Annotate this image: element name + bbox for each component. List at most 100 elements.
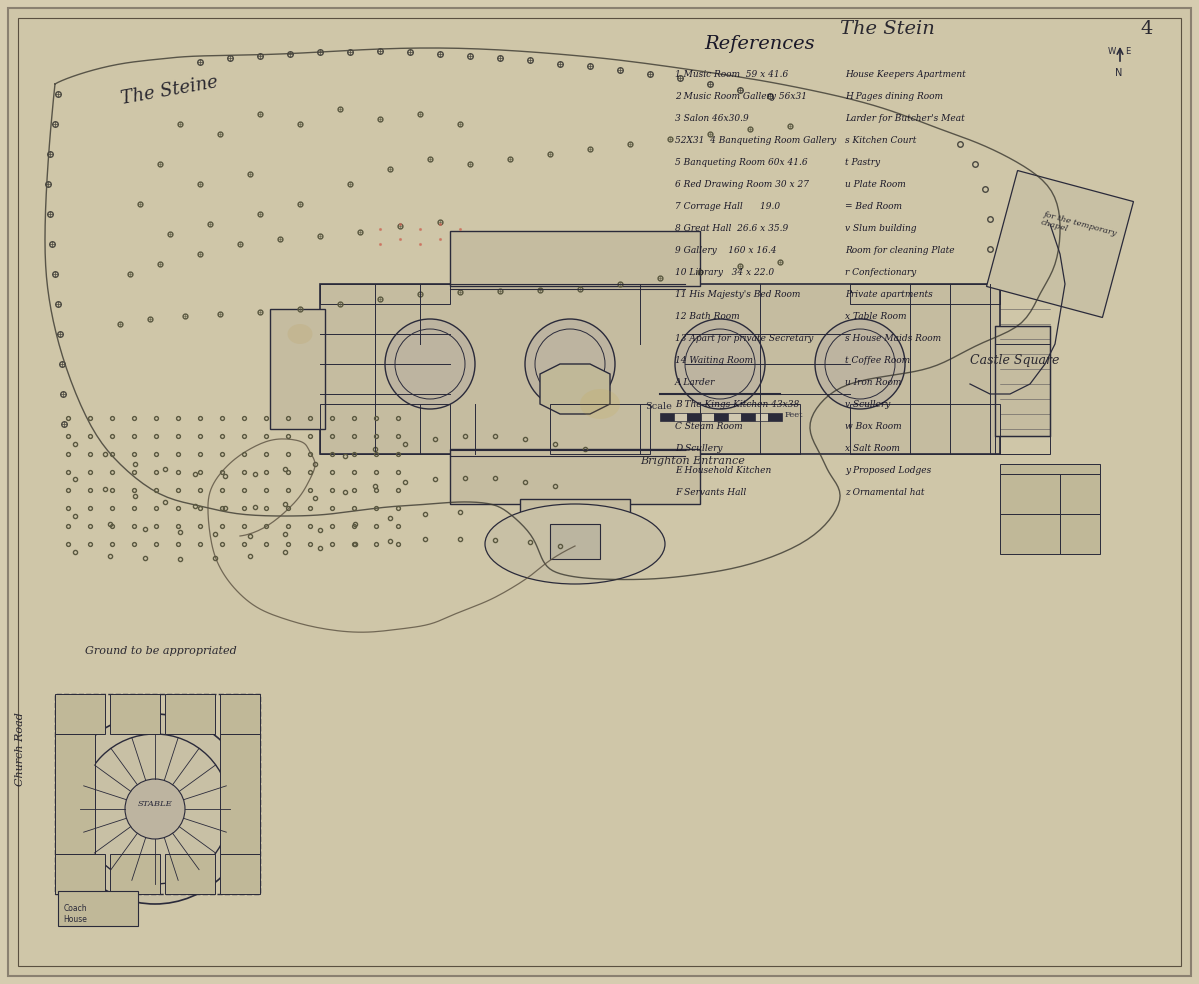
Circle shape	[60, 714, 251, 904]
Text: Castle Square: Castle Square	[970, 354, 1060, 367]
Bar	[110, 694, 159, 734]
Bar	[995, 326, 1050, 436]
Text: Room for cleaning Plate: Room for cleaning Plate	[845, 246, 954, 255]
Text: Ground to be appropriated: Ground to be appropriated	[85, 646, 236, 656]
Bar	[700, 404, 800, 454]
Text: N: N	[1115, 68, 1122, 78]
Bar	[1060, 514, 1099, 554]
Bar	[741, 413, 754, 421]
Bar	[165, 854, 215, 894]
Bar	[995, 344, 1050, 454]
Text: 9 Gallery    160 x 16.4: 9 Gallery 160 x 16.4	[675, 246, 777, 255]
Bar	[754, 413, 769, 421]
Bar	[270, 309, 325, 429]
Text: 8 Great Hall  26.6 x 35.9: 8 Great Hall 26.6 x 35.9	[675, 224, 788, 233]
Bar	[550, 524, 600, 559]
Text: t Pastry: t Pastry	[845, 158, 880, 167]
Text: F Servants Hall: F Servants Hall	[675, 488, 746, 497]
Bar	[219, 854, 260, 894]
Bar	[165, 694, 215, 734]
Bar	[450, 231, 700, 286]
Bar	[713, 413, 728, 421]
Text: 14 Waiting Room: 14 Waiting Room	[675, 356, 753, 365]
Bar	[700, 413, 713, 421]
Text: STABLE: STABLE	[138, 800, 173, 808]
Circle shape	[675, 319, 765, 409]
Text: t Coffee Room: t Coffee Room	[845, 356, 910, 365]
Bar	[1060, 474, 1099, 514]
Text: House Keepers Apartment: House Keepers Apartment	[845, 70, 965, 79]
Polygon shape	[540, 364, 610, 414]
Bar	[520, 499, 629, 544]
Text: x Salt Room: x Salt Room	[845, 444, 900, 453]
Bar	[769, 413, 782, 421]
Text: z Ornamental hat: z Ornamental hat	[845, 488, 924, 497]
Text: D Scullery: D Scullery	[675, 444, 723, 453]
Ellipse shape	[288, 324, 313, 344]
Text: H Pages dining Room: H Pages dining Room	[845, 92, 942, 101]
Bar	[219, 694, 260, 734]
Text: 6 Red Drawing Room 30 x 27: 6 Red Drawing Room 30 x 27	[675, 180, 809, 189]
Text: r Confectionary: r Confectionary	[845, 268, 916, 277]
Text: y Proposed Lodges: y Proposed Lodges	[845, 466, 932, 475]
Bar	[55, 694, 260, 894]
Text: C Steam Room: C Steam Room	[675, 422, 742, 431]
Text: u Plate Room: u Plate Room	[845, 180, 905, 189]
Text: A Larder: A Larder	[675, 378, 716, 387]
Text: s House Maids Room: s House Maids Room	[845, 334, 941, 343]
Text: Feet: Feet	[785, 411, 803, 419]
Text: E: E	[1125, 47, 1131, 56]
Ellipse shape	[486, 504, 665, 584]
Bar	[450, 449, 700, 504]
Text: Coach
House: Coach House	[64, 904, 88, 924]
Circle shape	[815, 319, 905, 409]
Text: Scale: Scale	[645, 402, 671, 411]
Text: 3 Salon 46x30.9: 3 Salon 46x30.9	[675, 114, 748, 123]
Bar	[659, 413, 674, 421]
Bar	[1000, 464, 1099, 474]
Text: Brighton Entrance: Brighton Entrance	[640, 456, 745, 466]
Text: v Slum building: v Slum building	[845, 224, 916, 233]
Text: Private apartments: Private apartments	[845, 290, 933, 299]
Bar	[219, 734, 260, 854]
Bar	[320, 404, 450, 454]
Text: Larder for Butcher's Meat: Larder for Butcher's Meat	[845, 114, 965, 123]
Text: B The Kings Kitchen 43x38: B The Kings Kitchen 43x38	[675, 400, 800, 409]
Bar	[58, 891, 138, 926]
Text: The Steine: The Steine	[120, 73, 219, 108]
Text: The Stein: The Stein	[840, 20, 935, 38]
Circle shape	[525, 319, 615, 409]
Bar	[687, 413, 700, 421]
Bar	[55, 694, 106, 734]
Text: 7 Corrage Hall      19.0: 7 Corrage Hall 19.0	[675, 202, 781, 211]
Text: 52X31  4 Banqueting Room Gallery: 52X31 4 Banqueting Room Gallery	[675, 136, 836, 145]
Circle shape	[385, 319, 475, 409]
Text: u Iron Room: u Iron Room	[845, 378, 902, 387]
Bar	[55, 734, 95, 854]
Text: v Scullery: v Scullery	[845, 400, 891, 409]
Text: 2 Music Room Gallery 56x31: 2 Music Room Gallery 56x31	[675, 92, 807, 101]
Bar	[55, 854, 106, 894]
Bar	[850, 404, 1000, 454]
Bar	[550, 404, 650, 454]
Text: x Table Room: x Table Room	[845, 312, 906, 321]
Text: E Household Kitchen: E Household Kitchen	[675, 466, 771, 475]
Text: = Bed Room: = Bed Room	[845, 202, 902, 211]
Bar	[1000, 474, 1060, 514]
Text: 4: 4	[1140, 20, 1152, 38]
Text: W: W	[1108, 47, 1116, 56]
Text: 13 Apart for private Secretary: 13 Apart for private Secretary	[675, 334, 813, 343]
Bar	[674, 413, 687, 421]
Bar	[987, 170, 1133, 318]
Text: 1 Music Room  59 x 41.6: 1 Music Room 59 x 41.6	[675, 70, 788, 79]
Text: for the temporary
chapel: for the temporary chapel	[1040, 210, 1117, 246]
Bar	[850, 284, 1000, 304]
Ellipse shape	[580, 389, 620, 419]
Bar	[1000, 514, 1060, 554]
Circle shape	[125, 779, 185, 839]
Text: 10 Library   34 x 22.0: 10 Library 34 x 22.0	[675, 268, 775, 277]
Text: Church Road: Church Road	[16, 712, 25, 786]
Bar	[320, 284, 1000, 454]
Bar	[320, 284, 450, 304]
Text: References: References	[705, 35, 815, 53]
